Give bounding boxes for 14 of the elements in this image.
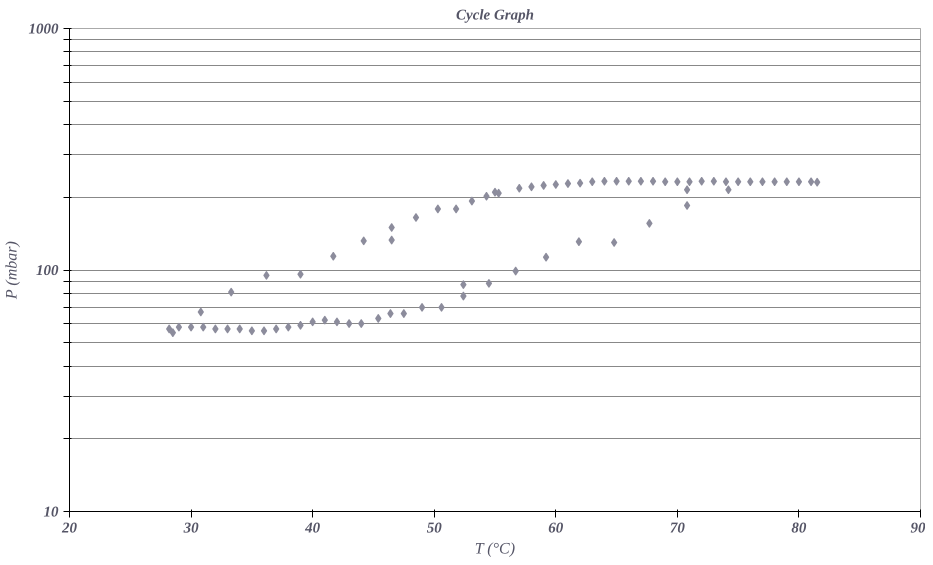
x-tick-label: 90: [910, 520, 926, 536]
chart-title: Cycle Graph: [456, 8, 534, 24]
y-tick-label: 1000: [28, 22, 59, 38]
x-tick-label: 30: [182, 520, 200, 536]
x-tick-label: 80: [791, 520, 807, 536]
x-tick-label: 40: [304, 520, 321, 536]
y-axis-title: P (mbar): [4, 241, 20, 300]
x-tick-label: 70: [670, 520, 686, 536]
x-tick-label: 60: [548, 520, 564, 536]
y-tick-label: 100: [36, 263, 59, 279]
x-tick-label: 20: [61, 520, 78, 536]
x-tick-label: 50: [426, 520, 442, 536]
y-tick-label: 10: [44, 504, 59, 520]
x-axis-title: T (°C): [474, 540, 516, 558]
